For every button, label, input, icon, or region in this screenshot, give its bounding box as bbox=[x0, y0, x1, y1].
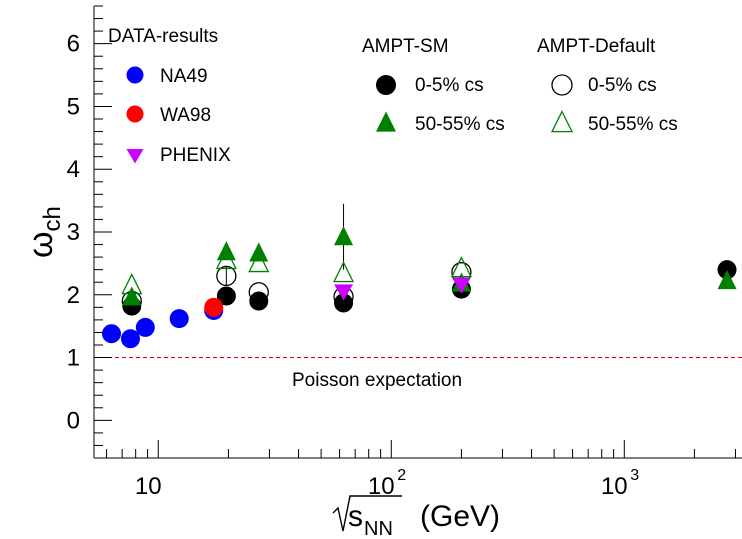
sm-0-5-cs-point bbox=[249, 291, 269, 311]
sm-0-5-cs-point bbox=[216, 286, 236, 306]
y-tick-label: 1 bbox=[67, 345, 80, 372]
x-tick-exponent: 2 bbox=[397, 467, 406, 484]
default-50-55-cs-point bbox=[332, 261, 355, 283]
sm-50-55-cs-point bbox=[216, 241, 236, 261]
legend-marker-data-phenix bbox=[126, 149, 144, 164]
sm-50-55-cs-point bbox=[122, 286, 142, 306]
legend-marker-data-na49 bbox=[126, 66, 144, 84]
x-axis-title: s NN (GeV) bbox=[332, 495, 500, 539]
legend-title-ampt-sm: AMPT-SM bbox=[362, 36, 449, 57]
sqrt-sign bbox=[332, 495, 402, 532]
legend-title-data: DATA-results bbox=[108, 26, 218, 47]
y-tick-label: 2 bbox=[67, 282, 80, 309]
legend-marker-data-wa98 bbox=[126, 105, 144, 123]
data-phenix-point bbox=[334, 284, 354, 301]
legend-marker-sm-50-55-cs bbox=[376, 111, 396, 132]
y-tick-label: 5 bbox=[67, 93, 80, 120]
x-axis-subscript: NN bbox=[364, 518, 393, 539]
x-tick-label: 10 bbox=[135, 473, 162, 500]
legend-title-ampt-default: AMPT-Default bbox=[537, 36, 656, 57]
legend-marker-default-0-5-cs bbox=[551, 74, 573, 96]
sm-0-5-cs-point bbox=[334, 293, 354, 313]
legend-label-data-phenix: PHENIX bbox=[160, 145, 231, 166]
x-axis-radical: s bbox=[348, 500, 363, 533]
data-wa98-point bbox=[204, 297, 224, 317]
legend-marker-sm-0-5-cs bbox=[376, 75, 396, 95]
sm-0-5-cs-point bbox=[717, 260, 737, 280]
y-axis-title: ωch bbox=[22, 206, 66, 258]
legend-label-default-50-55-cs: 50-55% cs bbox=[588, 114, 678, 135]
sm-50-55-cs-point bbox=[249, 242, 269, 262]
y-tick-label: 4 bbox=[67, 156, 80, 183]
y-tick-label: 0 bbox=[67, 407, 80, 434]
y-axis-subscript: ch bbox=[39, 206, 66, 231]
sm-50-55-cs-point bbox=[717, 270, 737, 290]
legend-label-default-0-5-cs: 0-5% cs bbox=[588, 75, 657, 96]
legend-label-data-wa98: WA98 bbox=[160, 105, 211, 126]
x-axis-unit: (GeV) bbox=[420, 500, 500, 533]
svg-text:ωch: ωch bbox=[22, 206, 66, 258]
data-na49-point bbox=[135, 317, 155, 337]
data-na49-point bbox=[101, 324, 121, 344]
default-50-55-cs-point bbox=[248, 251, 270, 273]
y-tick-label: 6 bbox=[67, 31, 80, 58]
sm-50-55-cs-point bbox=[334, 226, 354, 246]
poisson-expectation-label: Poisson expectation bbox=[292, 370, 462, 391]
legend-label-data-na49: NA49 bbox=[160, 66, 208, 87]
x-tick-exponent: 3 bbox=[630, 467, 639, 484]
data-na49-point bbox=[169, 309, 189, 329]
data-na49-point bbox=[120, 329, 140, 349]
data-phenix-point bbox=[451, 277, 471, 294]
y-axis-symbol: ω bbox=[22, 231, 60, 258]
default-0-5-cs-point bbox=[216, 265, 237, 287]
legend-label-sm-50-55-cs: 50-55% cs bbox=[415, 114, 505, 135]
legend-marker-default-50-55-cs bbox=[550, 110, 574, 133]
y-tick-label: 3 bbox=[67, 219, 80, 246]
legend-label-sm-0-5-cs: 0-5% cs bbox=[415, 75, 484, 96]
x-tick-label: 10 bbox=[601, 473, 628, 500]
